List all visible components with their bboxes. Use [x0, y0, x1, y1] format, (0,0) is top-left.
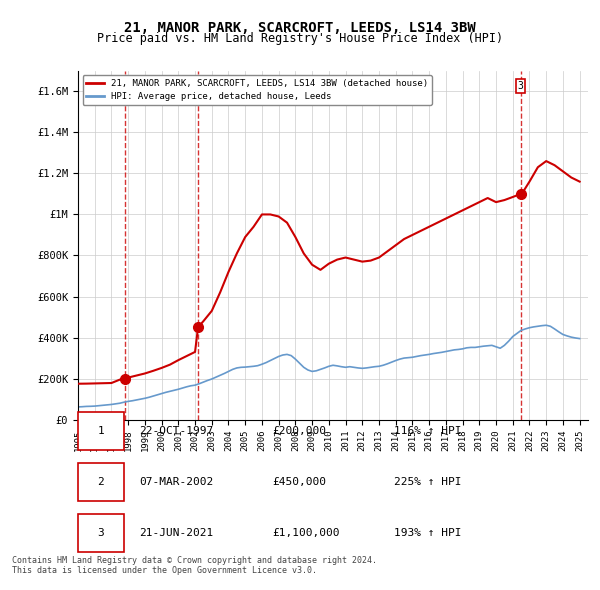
FancyBboxPatch shape — [78, 463, 124, 501]
Text: 21, MANOR PARK, SCARCROFT, LEEDS, LS14 3BW: 21, MANOR PARK, SCARCROFT, LEEDS, LS14 3… — [124, 21, 476, 35]
Text: 2: 2 — [98, 477, 104, 487]
Text: £450,000: £450,000 — [272, 477, 326, 487]
Text: £200,000: £200,000 — [272, 426, 326, 436]
Text: 3: 3 — [98, 528, 104, 538]
Text: 2: 2 — [195, 81, 201, 91]
Text: 21-JUN-2021: 21-JUN-2021 — [139, 528, 214, 538]
Text: 1: 1 — [122, 81, 128, 91]
Text: £1,100,000: £1,100,000 — [272, 528, 340, 538]
Legend: 21, MANOR PARK, SCARCROFT, LEEDS, LS14 3BW (detached house), HPI: Average price,: 21, MANOR PARK, SCARCROFT, LEEDS, LS14 3… — [83, 76, 432, 105]
Text: 116% ↑ HPI: 116% ↑ HPI — [394, 426, 462, 436]
Text: 1: 1 — [98, 426, 104, 436]
Text: Price paid vs. HM Land Registry's House Price Index (HPI): Price paid vs. HM Land Registry's House … — [97, 32, 503, 45]
Text: 22-OCT-1997: 22-OCT-1997 — [139, 426, 214, 436]
FancyBboxPatch shape — [78, 412, 124, 450]
Text: 193% ↑ HPI: 193% ↑ HPI — [394, 528, 462, 538]
Text: 3: 3 — [518, 81, 524, 91]
FancyBboxPatch shape — [78, 514, 124, 552]
Text: 225% ↑ HPI: 225% ↑ HPI — [394, 477, 462, 487]
Text: Contains HM Land Registry data © Crown copyright and database right 2024.
This d: Contains HM Land Registry data © Crown c… — [12, 556, 377, 575]
Text: 07-MAR-2002: 07-MAR-2002 — [139, 477, 214, 487]
